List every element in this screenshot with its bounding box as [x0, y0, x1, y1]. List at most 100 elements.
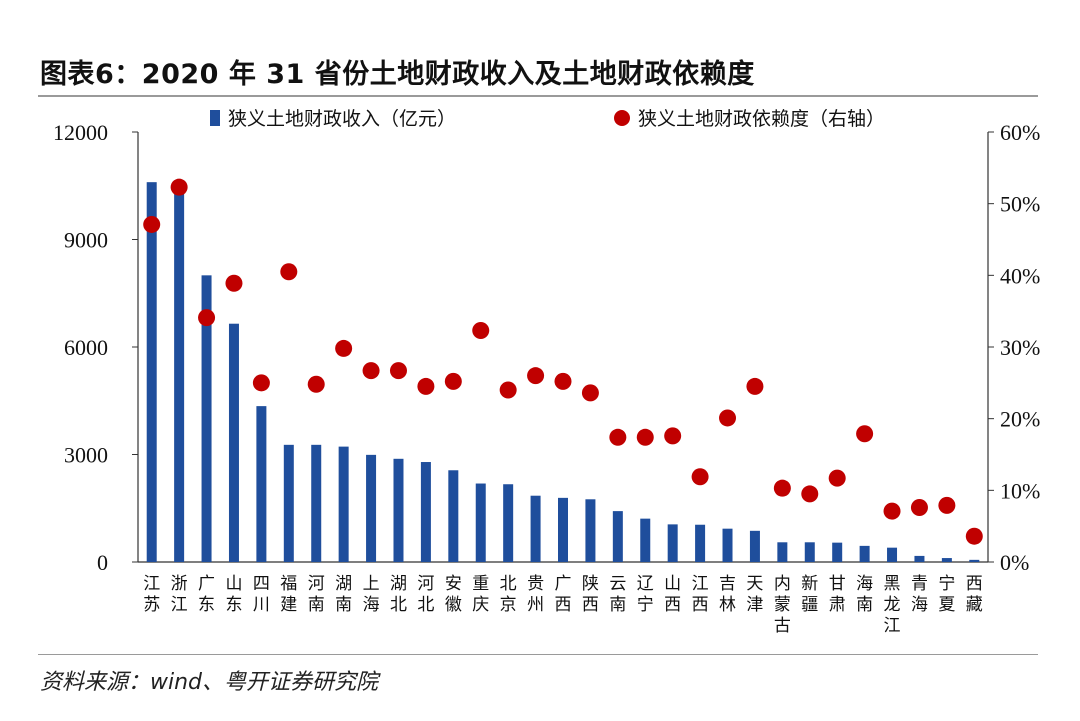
legend: 狭义土地财政收入（亿元） 狭义土地财政依赖度（右轴）	[210, 108, 885, 130]
dot	[801, 485, 819, 503]
dot	[828, 469, 846, 487]
dot	[527, 367, 545, 385]
dot	[609, 428, 627, 446]
dot	[362, 362, 380, 380]
dot	[335, 339, 353, 357]
bar	[503, 484, 514, 562]
right-tick-label: 0%	[1000, 550, 1029, 575]
dot	[773, 479, 791, 497]
bar	[722, 528, 733, 562]
category-label: 浙江	[171, 574, 188, 615]
right-tick-label: 60%	[1000, 120, 1040, 145]
category-label: 天津	[746, 574, 763, 615]
title-divider	[38, 95, 1038, 97]
bar	[174, 185, 185, 562]
category-labels: 江苏浙江广东山东四川福建河南湖南上海湖北河北安徽重庆北京贵州广西陕西云南辽宁山西…	[143, 574, 983, 636]
category-label: 重庆	[472, 574, 489, 615]
dot	[472, 322, 490, 340]
category-label: 西藏	[966, 574, 983, 615]
bar	[749, 530, 760, 562]
dot	[719, 409, 737, 427]
bar	[667, 524, 678, 562]
left-tick-label: 3000	[64, 443, 108, 468]
right-tick-label: 20%	[1000, 407, 1040, 432]
category-label: 广东	[198, 574, 215, 615]
bar	[530, 495, 541, 562]
category-label: 云南	[609, 574, 626, 615]
dot	[143, 215, 161, 233]
category-label: 辽宁	[637, 574, 654, 615]
bar-series	[146, 182, 980, 562]
dot	[856, 425, 874, 443]
dot	[499, 381, 517, 399]
bar	[804, 542, 815, 562]
category-label: 福建	[280, 574, 297, 615]
category-label: 青海	[911, 574, 928, 615]
bar	[695, 524, 706, 562]
dot	[636, 428, 654, 446]
bar	[146, 182, 157, 562]
tick-labels: 0 3000 6000 9000 12000 0% 10% 20% 30% 40% 50% 60%	[53, 120, 1040, 575]
legend-dot-label: 狭义土地财政依赖度（右轴）	[638, 108, 885, 130]
dot	[691, 468, 709, 486]
category-label: 贵州	[527, 574, 544, 615]
left-tick-label: 0	[97, 550, 108, 575]
legend-dot-swatch	[614, 110, 630, 126]
bar	[256, 406, 267, 562]
bar	[366, 454, 377, 562]
right-tick-label: 50%	[1000, 192, 1040, 217]
legend-bar-label: 狭义土地财政收入（亿元）	[228, 108, 456, 130]
category-label: 新疆	[801, 574, 818, 615]
left-tick-label: 6000	[64, 335, 108, 360]
dot	[664, 427, 682, 445]
dot-series	[143, 178, 983, 545]
category-label: 安徽	[445, 574, 462, 615]
chart-title: 图表6：2020 年 31 省份土地财政收入及土地财政依赖度	[40, 59, 755, 90]
bar	[941, 558, 952, 562]
legend-bar-swatch	[210, 110, 220, 126]
dot	[581, 384, 599, 402]
dot	[965, 527, 983, 545]
dot	[389, 362, 407, 380]
bar	[338, 446, 349, 562]
bar	[311, 444, 322, 562]
bar	[393, 458, 404, 562]
category-label: 宁夏	[938, 574, 955, 615]
dot	[225, 274, 243, 292]
category-label: 上海	[363, 574, 380, 615]
bar	[969, 559, 980, 562]
category-label: 山东	[225, 574, 242, 615]
bar	[777, 542, 788, 562]
bar	[283, 444, 294, 562]
category-label: 北京	[500, 574, 517, 615]
dot	[444, 372, 462, 390]
dot	[170, 178, 188, 196]
category-label: 甘肃	[829, 574, 846, 615]
left-tick-label: 9000	[64, 228, 108, 253]
dot	[280, 263, 298, 281]
category-label: 湖北	[390, 574, 407, 615]
bar	[228, 323, 239, 562]
category-label: 湖南	[335, 574, 352, 615]
bar	[201, 275, 212, 562]
bar	[887, 547, 898, 562]
bar	[859, 545, 870, 562]
dot	[746, 377, 764, 395]
right-tick-label: 30%	[1000, 335, 1040, 360]
category-label: 江苏	[143, 574, 160, 615]
bar	[448, 470, 459, 562]
category-label: 内蒙古	[774, 574, 791, 636]
bar	[640, 518, 651, 562]
left-tick-label: 12000	[53, 120, 108, 145]
category-label: 海南	[856, 574, 873, 615]
bar	[585, 499, 596, 562]
footer-divider	[38, 654, 1038, 655]
category-label: 吉林	[719, 574, 736, 615]
dot	[554, 372, 572, 390]
bar	[558, 497, 568, 562]
dot	[910, 499, 928, 517]
category-label: 山西	[664, 574, 681, 615]
bar	[832, 542, 843, 562]
dot	[307, 375, 325, 393]
